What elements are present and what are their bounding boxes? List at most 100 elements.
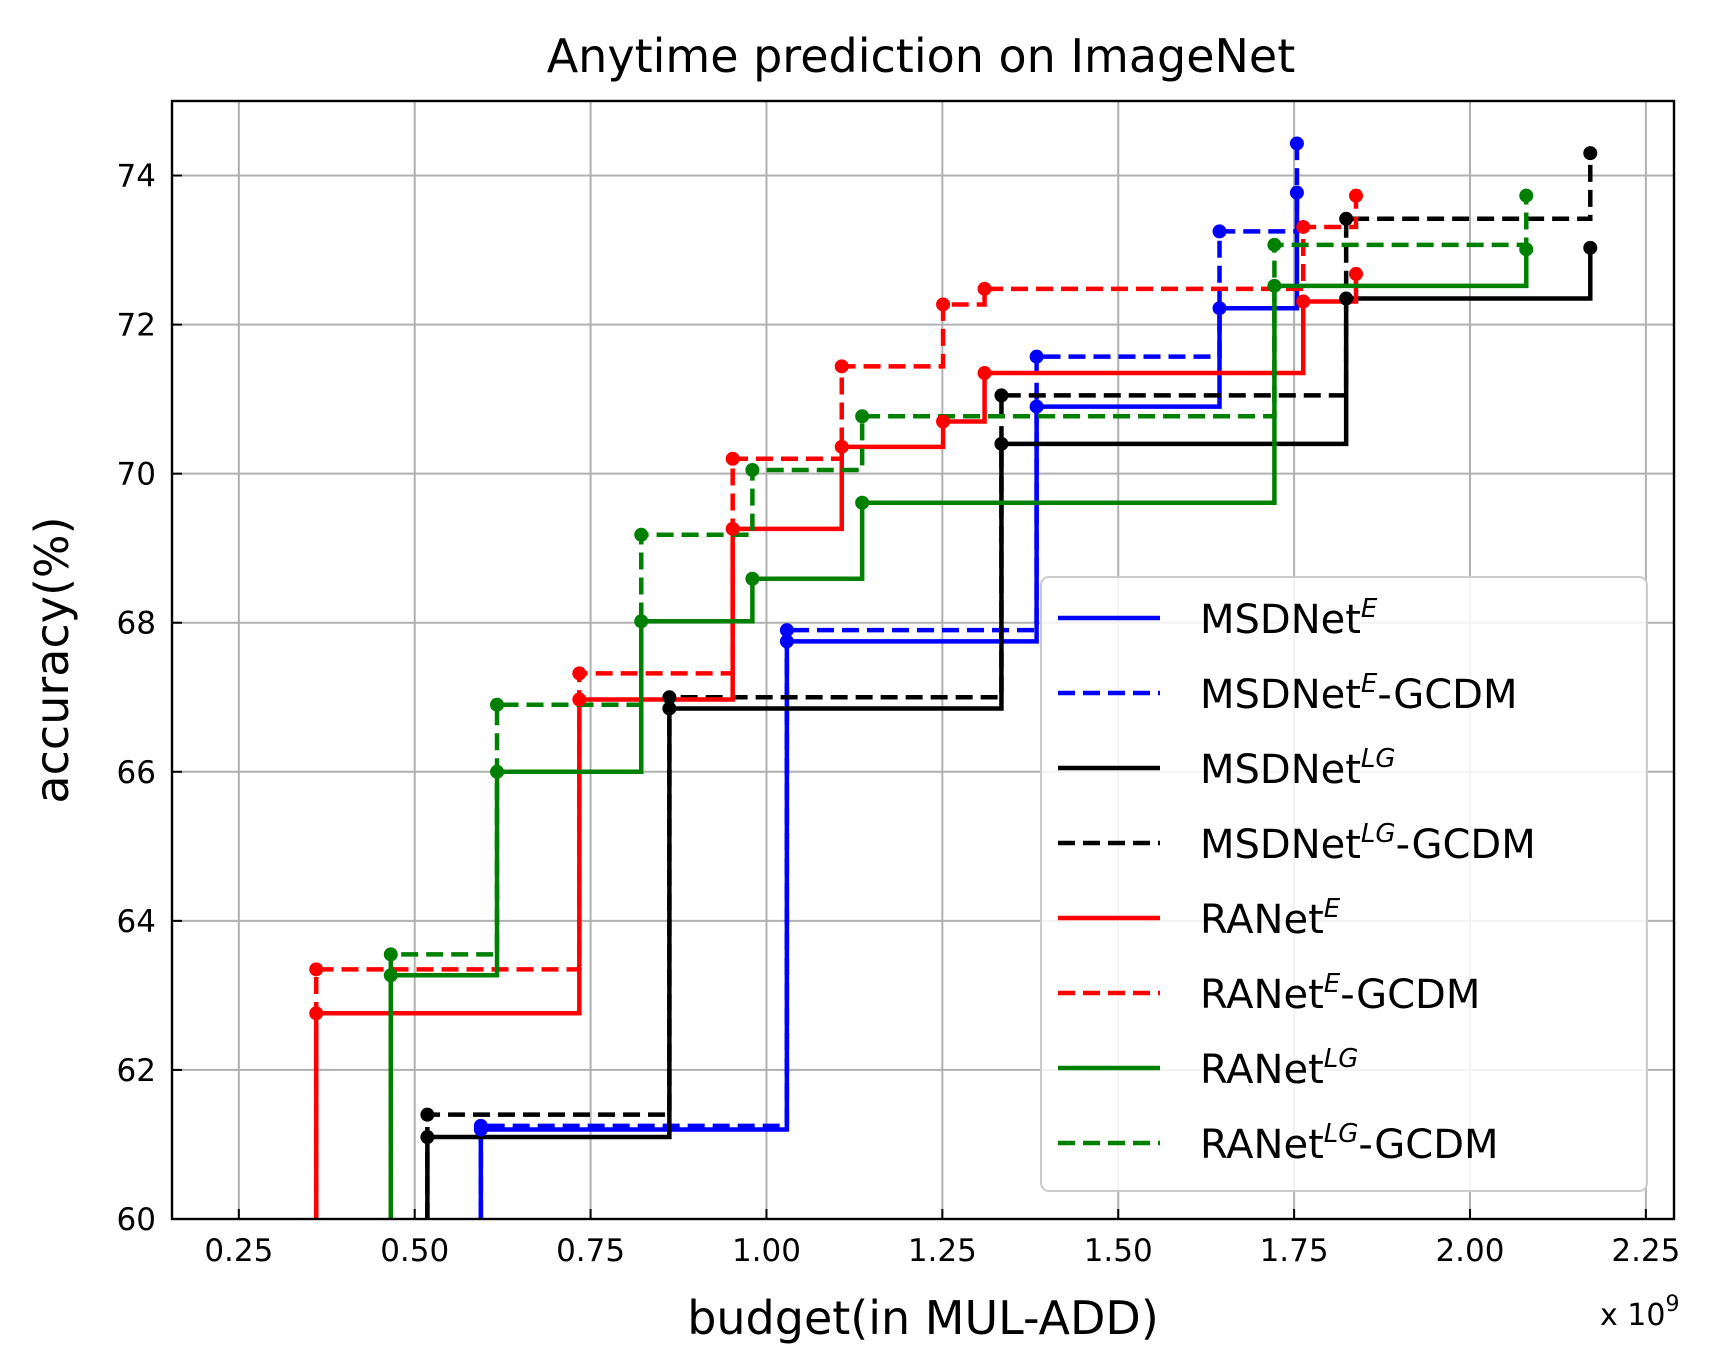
y-tick-label: 70 [117, 457, 156, 493]
x-axis-ticks: 0.25 0.50 0.75 1.00 1.25 1.50 1.75 2.00 2.25 [204, 1209, 1680, 1269]
legend-label-superscript: E [1324, 969, 1341, 999]
legend-label-suffix: -GCDM [1358, 1122, 1498, 1168]
data-point-ranet-lg-gcdm [490, 697, 505, 712]
data-point-ranet-e [309, 1006, 324, 1021]
series-line-ranet-lg-gcdm [388, 195, 1529, 1219]
data-point-msdnet-e [779, 634, 794, 649]
data-point-ranet-e [1296, 294, 1311, 309]
data-point-ranet-e [834, 439, 849, 454]
data-point-msdnet-lg [994, 436, 1009, 451]
data-point-msdnet-lg-gcdm [994, 388, 1009, 403]
y-tick-label: 62 [117, 1053, 156, 1089]
legend-label-name: RANet [1200, 972, 1324, 1018]
data-point-msdnet-lg-gcdm [1339, 211, 1354, 226]
legend-label-superscript: E [1361, 594, 1378, 624]
legend-label-name: RANet [1200, 1122, 1324, 1168]
data-point-ranet-e [977, 366, 992, 381]
legend-box [1040, 576, 1648, 1192]
data-point-ranet-e-gcdm [725, 451, 740, 466]
data-point-ranet-lg [1519, 242, 1534, 257]
data-point-msdnet-lg [420, 1130, 435, 1145]
x-axis-label: budget(in MUL-ADD) [687, 1291, 1159, 1345]
x-tick-label: 0.50 [380, 1233, 449, 1269]
x-tick-label: 1.25 [908, 1233, 977, 1269]
legend-label-superscript: E [1324, 894, 1341, 924]
data-point-ranet-e-gcdm [834, 359, 849, 374]
data-point-ranet-lg [490, 764, 505, 779]
data-point-msdnet-e [1289, 185, 1304, 200]
legend-label-name: MSDNet [1200, 672, 1361, 718]
data-point-msdnet-e-gcdm [779, 623, 794, 638]
data-point-msdnet-lg-gcdm [662, 690, 677, 705]
data-point-ranet-lg [745, 571, 760, 586]
series-line-ranet-e-gcdm [313, 195, 1359, 1219]
legend-label-name: RANet [1200, 897, 1324, 943]
series-line-msdnet-e-gcdm [478, 143, 1300, 1219]
data-point-msdnet-lg [662, 701, 677, 716]
legend-label-name: RANet [1200, 1047, 1324, 1093]
markers-group [309, 136, 1598, 1145]
series-line-msdnet-lg-gcdm [425, 153, 1593, 1219]
y-tick-label: 74 [117, 159, 156, 195]
legend-label-name: MSDNet [1200, 822, 1361, 868]
legend-label-msdnet-lg-gcdm: MSDNetLG-GCDM [1200, 819, 1536, 868]
data-point-ranet-lg [855, 495, 870, 510]
x-multiplier-exp: 9 [1665, 1292, 1679, 1317]
legend-label-superscript: LG [1324, 1044, 1359, 1074]
legend: MSDNetEMSDNetE-GCDMMSDNetLGMSDNetLG-GCDM… [1040, 576, 1648, 1192]
x-multiplier: x 109 [1600, 1292, 1679, 1333]
data-point-msdnet-lg [1339, 291, 1354, 306]
y-axis-ticks: 60 62 64 66 68 70 72 74 [117, 159, 182, 1238]
x-tick-label: 2.25 [1611, 1233, 1680, 1269]
data-point-ranet-lg [383, 968, 398, 983]
data-point-ranet-lg [634, 614, 649, 629]
data-point-ranet-lg-gcdm [855, 409, 870, 424]
legend-label-ranet-lg: RANetLG [1200, 1044, 1358, 1093]
data-point-ranet-e-gcdm [936, 297, 951, 312]
data-point-ranet-e [725, 521, 740, 536]
data-point-ranet-lg-gcdm [745, 462, 760, 477]
plot-frame [170, 99, 1676, 1221]
y-axis-label: accuracy(%) [25, 516, 79, 803]
y-tick-label: 60 [117, 1202, 156, 1238]
chart-title: Anytime prediction on ImageNet [547, 29, 1296, 83]
data-point-ranet-e-gcdm [1349, 188, 1364, 203]
data-point-ranet-e-gcdm [572, 666, 587, 681]
data-point-ranet-lg-gcdm [1519, 188, 1534, 203]
x-tick-label: 2.00 [1435, 1233, 1504, 1269]
data-point-msdnet-lg-gcdm [1583, 146, 1598, 161]
data-point-ranet-e-gcdm [977, 281, 992, 296]
data-point-ranet-lg [1267, 278, 1282, 293]
legend-label-name: MSDNet [1200, 747, 1361, 793]
data-point-ranet-lg-gcdm [1267, 237, 1282, 252]
legend-label-ranet-lg-gcdm: RANetLG-GCDM [1200, 1119, 1499, 1168]
data-point-ranet-lg-gcdm [383, 947, 398, 962]
x-tick-label: 1.00 [732, 1233, 801, 1269]
x-tick-label: 1.50 [1084, 1233, 1153, 1269]
data-point-msdnet-e-gcdm [1289, 136, 1304, 151]
legend-label-superscript: LG [1361, 744, 1396, 774]
x-tick-label: 0.25 [204, 1233, 273, 1269]
data-point-ranet-e [1349, 266, 1364, 281]
y-tick-label: 66 [117, 755, 156, 791]
data-point-msdnet-e [1029, 399, 1044, 414]
legend-label-suffix: -GCDM [1396, 822, 1536, 868]
x-multiplier-base: x 10 [1600, 1298, 1665, 1333]
data-point-msdnet-e-gcdm [473, 1118, 488, 1133]
data-point-msdnet-lg [1583, 240, 1598, 255]
data-point-msdnet-lg-gcdm [420, 1107, 435, 1122]
series-group [313, 143, 1593, 1219]
x-tick-label: 1.75 [1260, 1233, 1329, 1269]
legend-label-suffix: -GCDM [1377, 672, 1517, 718]
data-point-ranet-e-gcdm [309, 962, 324, 977]
y-tick-label: 68 [117, 606, 156, 642]
legend-label-msdnet-e-gcdm: MSDNetE-GCDM [1200, 669, 1518, 718]
legend-label-ranet-e: RANetE [1200, 894, 1341, 943]
data-point-ranet-e-gcdm [1296, 219, 1311, 234]
legend-label-superscript: LG [1324, 1119, 1359, 1149]
data-point-ranet-e [936, 414, 951, 429]
legend-label-superscript: LG [1361, 819, 1396, 849]
legend-label-superscript: E [1361, 669, 1378, 699]
legend-label-name: MSDNet [1200, 597, 1361, 643]
